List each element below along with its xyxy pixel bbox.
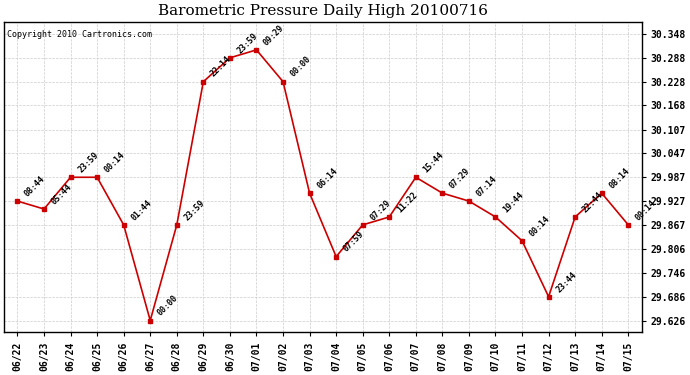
Text: 00:14: 00:14 (103, 150, 127, 174)
Text: 23:59: 23:59 (235, 31, 259, 55)
Text: 19:44: 19:44 (501, 190, 525, 214)
Text: 23:59: 23:59 (76, 150, 100, 174)
Text: 15:44: 15:44 (422, 150, 446, 174)
Title: Barometric Pressure Daily High 20100716: Barometric Pressure Daily High 20100716 (158, 4, 488, 18)
Text: 11:22: 11:22 (395, 190, 419, 214)
Text: 22:44: 22:44 (581, 190, 604, 214)
Text: 23:44: 23:44 (554, 270, 578, 294)
Text: Copyright 2010 Cartronics.com: Copyright 2010 Cartronics.com (8, 30, 152, 39)
Text: 05:44: 05:44 (50, 182, 74, 206)
Text: 07:14: 07:14 (475, 174, 499, 198)
Text: 00:14: 00:14 (528, 214, 551, 238)
Text: 00:00: 00:00 (288, 55, 313, 79)
Text: 22:14: 22:14 (209, 55, 233, 79)
Text: 23:59: 23:59 (182, 198, 206, 222)
Text: 00:14: 00:14 (634, 198, 658, 222)
Text: 08:44: 08:44 (23, 174, 47, 198)
Text: 06:14: 06:14 (315, 166, 339, 190)
Text: 07:29: 07:29 (448, 166, 472, 190)
Text: 09:29: 09:29 (262, 23, 286, 47)
Text: 00:00: 00:00 (156, 294, 180, 318)
Text: 08:14: 08:14 (607, 166, 631, 190)
Text: 01:44: 01:44 (129, 198, 153, 222)
Text: 07:59: 07:59 (342, 230, 366, 254)
Text: 07:29: 07:29 (368, 198, 393, 222)
